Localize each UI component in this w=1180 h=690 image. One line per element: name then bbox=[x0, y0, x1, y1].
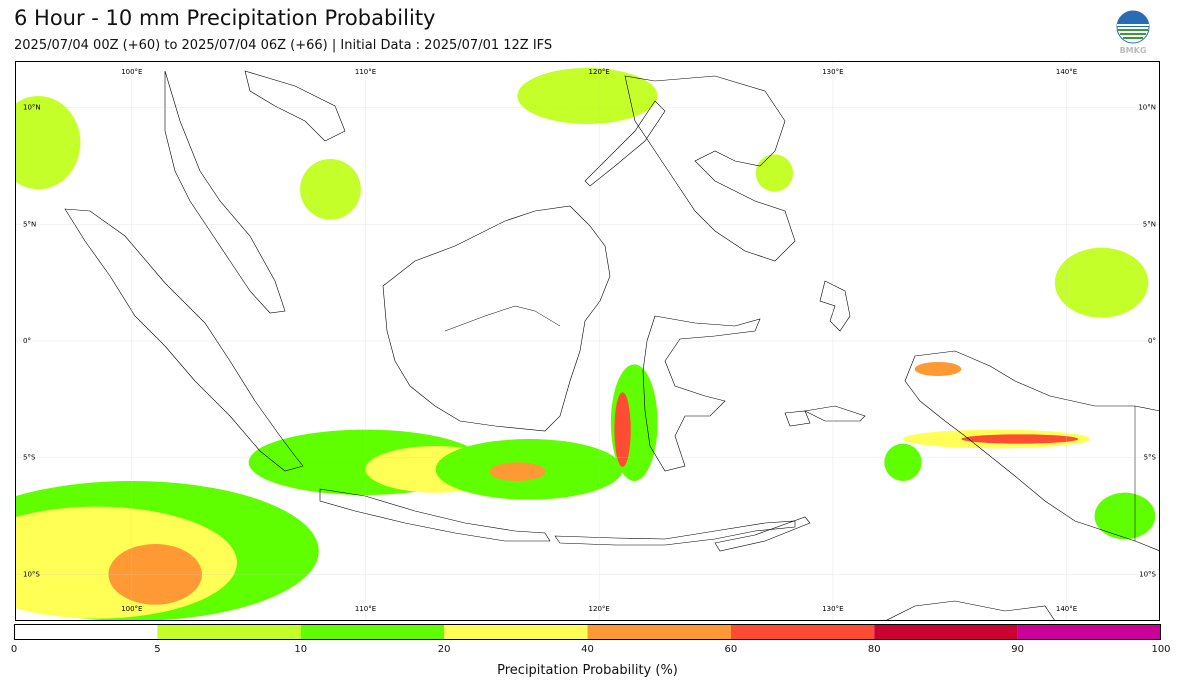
lon-label-bottom: 100°E bbox=[121, 605, 142, 613]
lon-label-bottom: 130°E bbox=[822, 605, 843, 613]
lon-label-top: 130°E bbox=[822, 68, 843, 76]
colorbar-segment bbox=[730, 624, 875, 640]
colorbar-segment bbox=[1017, 624, 1161, 640]
colorbar-tick-label: 40 bbox=[581, 644, 594, 655]
lon-label-top: 120°E bbox=[589, 68, 610, 76]
precip-field-12 bbox=[517, 68, 658, 124]
palawan-coast bbox=[584, 100, 666, 187]
precip-field-18 bbox=[884, 443, 922, 482]
colorbar-tick-label: 100 bbox=[1151, 644, 1171, 655]
graticule-labels: 100°E 100°E 110°E 110°E 120°E 120°E 130°E 130°E… bbox=[23, 68, 1157, 613]
halmahera-coast bbox=[819, 280, 851, 332]
colorbar-segment bbox=[874, 624, 1018, 640]
lat-label-right: 5°S bbox=[1144, 454, 1157, 462]
precip-field-10 bbox=[961, 434, 1079, 444]
lat-label-left: 5°S bbox=[23, 454, 36, 462]
precip-field-17 bbox=[755, 154, 794, 192]
sumatra-coast bbox=[64, 208, 304, 472]
colorbar-tick-label: 5 bbox=[154, 644, 161, 655]
svg-text:BMKG: BMKG bbox=[1120, 46, 1147, 55]
colorbar-segment bbox=[157, 624, 301, 640]
lat-label-right: 0° bbox=[1148, 337, 1156, 345]
precip-field-13 bbox=[1054, 247, 1149, 318]
colorbar-tick-label: 90 bbox=[1011, 644, 1024, 655]
lon-label-top: 100°E bbox=[121, 68, 142, 76]
lon-label-bottom: 120°E bbox=[589, 605, 610, 613]
lat-label-left: 10°S bbox=[23, 570, 40, 578]
colorbar-tick-label: 0 bbox=[10, 644, 18, 655]
australia-coast bbox=[884, 600, 1056, 621]
lon-label-bottom: 140°E bbox=[1056, 605, 1077, 613]
precip-field-8 bbox=[614, 392, 631, 467]
precipitation-map: 100°E 100°E 110°E 110°E 120°E 120°E 130°E 130°E… bbox=[15, 61, 1160, 621]
java-coast bbox=[319, 488, 551, 542]
new-guinea-coast bbox=[904, 350, 1160, 552]
graticule bbox=[15, 61, 1160, 621]
bmkg-logo: BMKG bbox=[1116, 10, 1150, 55]
colorbar-tick-label: 80 bbox=[867, 644, 881, 655]
precip-field-6 bbox=[489, 462, 546, 481]
lon-label-top: 110°E bbox=[355, 68, 376, 76]
colorbar bbox=[14, 624, 1161, 640]
lat-label-right: 10°N bbox=[1138, 104, 1156, 112]
colorbar-segment bbox=[300, 624, 445, 640]
lat-label-left: 5°N bbox=[23, 220, 36, 228]
borneo-coast bbox=[382, 205, 611, 432]
lat-label-right: 10°S bbox=[1139, 570, 1156, 578]
chart-subtitle: 2025/07/04 00Z (+60) to 2025/07/04 06Z (… bbox=[14, 38, 553, 53]
seram-coast bbox=[804, 405, 866, 422]
lon-label-top: 140°E bbox=[1056, 68, 1077, 76]
precip-field-15 bbox=[15, 96, 81, 190]
timor-coast bbox=[714, 516, 811, 552]
lon-label-bottom: 110°E bbox=[355, 605, 376, 613]
lat-label-left: 0° bbox=[23, 337, 31, 345]
malay-peninsula-coast bbox=[164, 70, 286, 314]
colorbar-tick-label: 10 bbox=[294, 644, 308, 655]
lat-label-left: 10°N bbox=[23, 104, 41, 112]
colorbar-ticks: 0 5 10 20 40 60 80 90 100 bbox=[0, 644, 1180, 660]
colorbar-segment bbox=[444, 624, 588, 640]
colorbar-tick-label: 60 bbox=[724, 644, 738, 655]
colorbar-segment bbox=[14, 624, 158, 640]
coastlines bbox=[64, 70, 1160, 621]
buru-coast bbox=[784, 410, 811, 427]
precip-field-16 bbox=[300, 159, 361, 220]
precip-field-14 bbox=[1094, 492, 1156, 540]
precip-field-11 bbox=[914, 362, 962, 376]
indochina-coast bbox=[244, 70, 346, 142]
colorbar-segment bbox=[587, 624, 731, 640]
chart-title: 6 Hour - 10 mm Precipitation Probability bbox=[14, 6, 436, 30]
borneo-border bbox=[444, 305, 561, 332]
lesser-sunda-coast bbox=[554, 520, 796, 546]
sulawesi-coast bbox=[642, 315, 761, 472]
colorbar-label: Precipitation Probability (%) bbox=[497, 663, 678, 678]
lat-label-right: 5°N bbox=[1143, 220, 1156, 228]
philippines-coast bbox=[624, 75, 796, 262]
colorbar-tick-label: 20 bbox=[437, 644, 451, 655]
